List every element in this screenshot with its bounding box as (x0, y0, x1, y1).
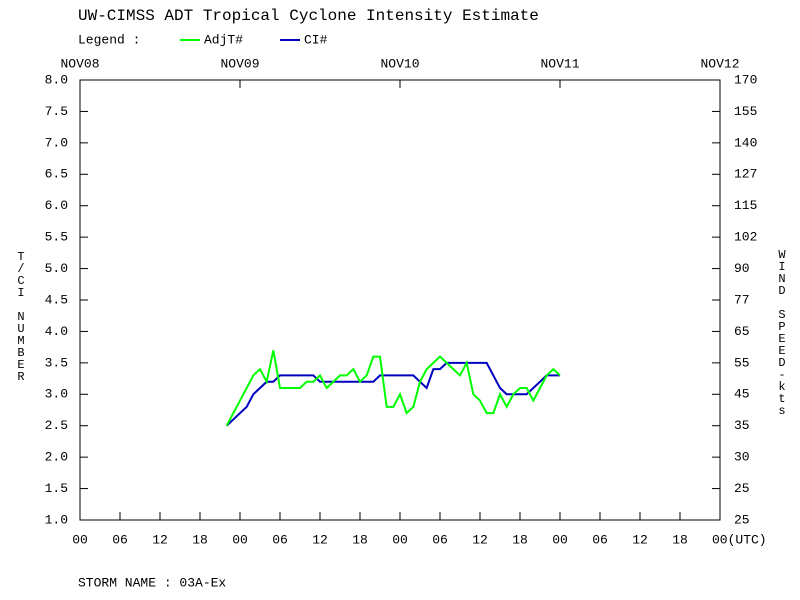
y-tick-label: 5.0 (45, 261, 68, 276)
y2-axis-label: WIND SPEED-kts (775, 248, 789, 416)
y2-tick-label: 55 (734, 355, 750, 370)
y-tick-label: 4.0 (45, 324, 68, 339)
x-tick-label: 00(UTC) (712, 532, 767, 547)
y2-tick-label: 25 (734, 512, 750, 527)
y2-tick-label: 170 (734, 72, 757, 87)
y2-tick-label: 115 (734, 198, 757, 213)
x-tick-label: 06 (432, 532, 448, 547)
x-tick-label: 00 (392, 532, 408, 547)
plot-frame (79, 79, 721, 521)
y-tick-label: 6.0 (45, 198, 68, 213)
y-tick-label: 7.5 (45, 104, 68, 119)
x2-tick-label: NOV09 (220, 56, 259, 71)
legend-entry: CI# (304, 32, 328, 47)
y-tick-label: 5.5 (45, 230, 68, 245)
x-tick-label: 06 (112, 532, 128, 547)
x-tick-label: 18 (672, 532, 688, 547)
legend-label: Legend : (78, 32, 140, 47)
y-tick-label: 1.0 (45, 512, 68, 527)
x-tick-label: 18 (352, 532, 368, 547)
x-tick-label: 12 (632, 532, 648, 547)
y2-tick-label: 140 (734, 135, 757, 150)
x-tick-label: 12 (472, 532, 488, 547)
y2-tick-label: 35 (734, 418, 750, 433)
x-tick-label: 12 (312, 532, 328, 547)
y-tick-label: 6.5 (45, 167, 68, 182)
x-tick-label: 06 (592, 532, 608, 547)
x-tick-label: 00 (552, 532, 568, 547)
y2-tick-label: 45 (734, 387, 750, 402)
x-tick-label: 18 (192, 532, 208, 547)
legend-entry: AdjT# (204, 32, 243, 47)
y2-tick-label: 77 (734, 292, 750, 307)
x-tick-label: 12 (152, 532, 168, 547)
y-tick-label: 2.0 (45, 450, 68, 465)
y-tick-label: 4.5 (45, 292, 68, 307)
y-tick-label: 1.5 (45, 481, 68, 496)
footer: STORM NAME : 03A-Ex (78, 575, 226, 590)
y-tick-label: 2.5 (45, 418, 68, 433)
y2-tick-label: 65 (734, 324, 750, 339)
x2-tick-label: NOV10 (380, 56, 419, 71)
x2-tick-label: NOV12 (700, 56, 739, 71)
y-tick-label: 8.0 (45, 72, 68, 87)
y2-tick-label: 25 (734, 481, 750, 496)
series-line (225, 350, 561, 427)
y2-tick-label: 30 (734, 450, 750, 465)
series-line (225, 361, 560, 427)
y2-tick-label: 102 (734, 230, 757, 245)
x-tick-label: 00 (232, 532, 248, 547)
x-tick-label: 06 (272, 532, 288, 547)
y-axis-label: T/CI NUMBER (14, 250, 28, 382)
y2-tick-label: 127 (734, 167, 757, 182)
y-tick-label: 7.0 (45, 135, 68, 150)
x-tick-label: 00 (72, 532, 88, 547)
x2-tick-label: NOV11 (540, 56, 579, 71)
x2-tick-label: NOV08 (60, 56, 99, 71)
chart-title: UW-CIMSS ADT Tropical Cyclone Intensity … (78, 7, 539, 25)
y2-tick-label: 155 (734, 104, 757, 119)
y2-tick-label: 90 (734, 261, 750, 276)
y-tick-label: 3.0 (45, 387, 68, 402)
x-tick-label: 18 (512, 532, 528, 547)
y-tick-label: 3.5 (45, 355, 68, 370)
